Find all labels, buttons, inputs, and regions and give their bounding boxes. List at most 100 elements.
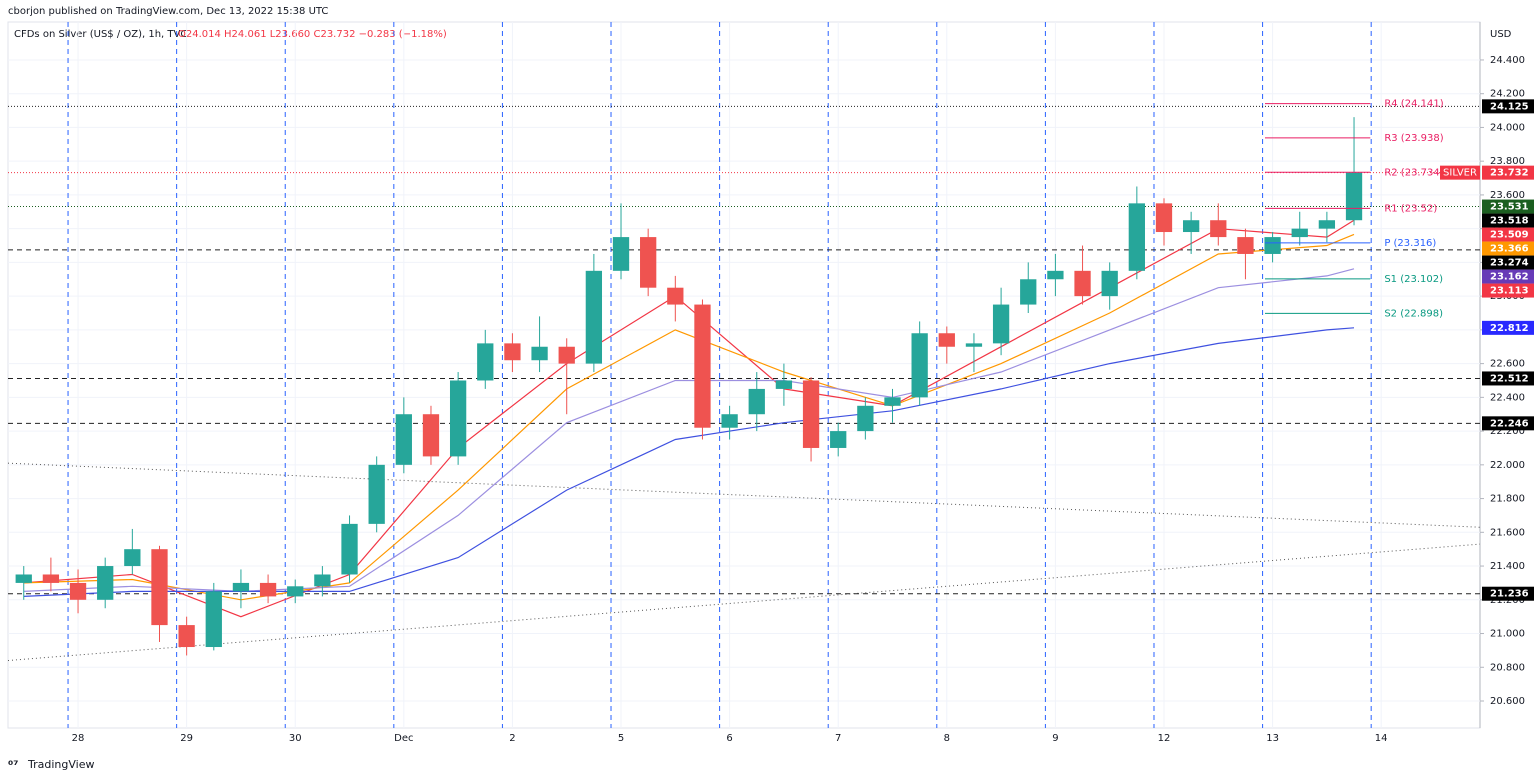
candle-body [1210,220,1227,238]
price-tag [1482,99,1534,114]
candle-body [938,333,955,347]
ohlc: O24.014 H24.061 L23.660 C23.732 −0.283 (… [178,29,447,40]
brand-logo: ⁰⁷ [8,758,19,772]
candle-body [314,574,331,587]
y-tick-label: 20.600 [1490,696,1525,707]
price-tag-label: 24.125 [1490,101,1529,112]
candle-body [1182,220,1200,233]
moving-average [23,219,1355,618]
candle-body [15,574,32,583]
x-tick-label: 28 [72,733,85,744]
x-tick-label: 29 [180,733,193,744]
candle-body [992,304,1010,344]
candle-body [449,380,467,457]
pivot-label: R2 (23.734) [1384,167,1443,178]
candle-body [612,237,630,271]
candle-body [1128,203,1145,271]
pivot-label: S1 (23.102) [1384,274,1443,285]
symbol: CFDs on Silver (US$ / OZ), 1h, TVC [14,29,187,40]
price-tag [1482,320,1534,335]
candle-body [395,414,412,465]
candle-body [69,582,87,600]
candle-body [1264,237,1281,254]
price-tag-label: 23.366 [1490,244,1529,255]
trendline [7,462,1481,528]
candle-body [830,431,847,448]
candle-body [531,346,548,361]
price-tag-label: 23.732 [1490,168,1529,179]
y-tick-label: 22.600 [1490,359,1525,370]
candle-body [504,343,521,361]
y-tick-label: 23.800 [1490,156,1525,167]
candle-body [477,343,494,381]
price-tag [1482,255,1534,270]
candle-body [558,346,575,364]
price-tag-label: 21.236 [1490,589,1529,600]
x-tick-label: 8 [944,733,950,744]
candle-body [341,523,358,575]
y-tick-label: 24.000 [1490,122,1525,133]
x-tick-label: 6 [726,733,732,744]
price-tag-label: 22.812 [1490,323,1529,334]
brand-name: TradingView [27,758,94,771]
price-tag [1482,269,1534,284]
candle-body [1101,270,1118,297]
candle-body [287,586,304,597]
x-tick-label: 12 [1158,733,1171,744]
price-tag [1482,241,1534,256]
price-tag [1482,283,1534,298]
pivot-label: R3 (23.938) [1384,133,1443,144]
brand: ⁰⁷ [8,758,19,772]
x-tick-label: 30 [289,733,302,744]
price-tag [1482,371,1534,386]
candle-body [259,582,277,597]
pivot-label: S2 (22.898) [1384,308,1443,319]
x-tick-label: 13 [1266,733,1279,744]
publisher: cborjon published on TradingView.com, De… [8,6,328,17]
candle-body [748,388,765,415]
price-tag [1482,227,1534,242]
axis-unit: USD [1490,29,1512,40]
x-tick-label: 5 [618,733,624,744]
x-tick-label: 14 [1375,733,1388,744]
candle-body [97,566,114,600]
price-tag [1482,213,1534,228]
price-tag-label: 23.509 [1490,230,1529,241]
candle-body [232,582,250,592]
y-tick-label: 22.200 [1490,426,1525,437]
y-tick-label: 24.200 [1490,89,1525,100]
candle-body [178,625,195,648]
symbol-tag [1440,165,1480,180]
price-tag [1482,165,1534,180]
price-tag-label: 23.518 [1490,216,1529,227]
price-tag-label: 23.274 [1490,258,1529,269]
price-tag-label: 22.246 [1490,418,1529,429]
y-tick-label: 22.000 [1490,460,1525,471]
pivot-label: P (23.316) [1384,238,1436,249]
price-tag-label: 23.162 [1490,272,1529,283]
candle-body [775,380,793,389]
candle-body [42,574,60,583]
x-tick-label: 7 [835,733,841,744]
price-tag-label: 22.512 [1490,373,1529,384]
candle-body [667,287,684,305]
candle-body [721,414,738,428]
pivot-label: R4 (24.141) [1384,99,1443,110]
candle-body [640,237,657,288]
symbol-tag-label: SILVER [1443,168,1477,179]
candle-body [422,414,440,457]
candle-body [1155,203,1173,233]
candle-body [1237,237,1254,254]
price-tag [1482,586,1534,601]
y-tick-label: 21.000 [1490,629,1525,640]
candle-body [205,591,222,648]
candle-body [124,549,141,567]
candle-body [911,333,928,398]
candle-body [694,304,711,428]
y-tick-label: 23.600 [1490,190,1525,201]
price-tag-label: 23.113 [1490,286,1529,297]
candle-body [965,343,983,347]
candle-body [1074,270,1091,297]
